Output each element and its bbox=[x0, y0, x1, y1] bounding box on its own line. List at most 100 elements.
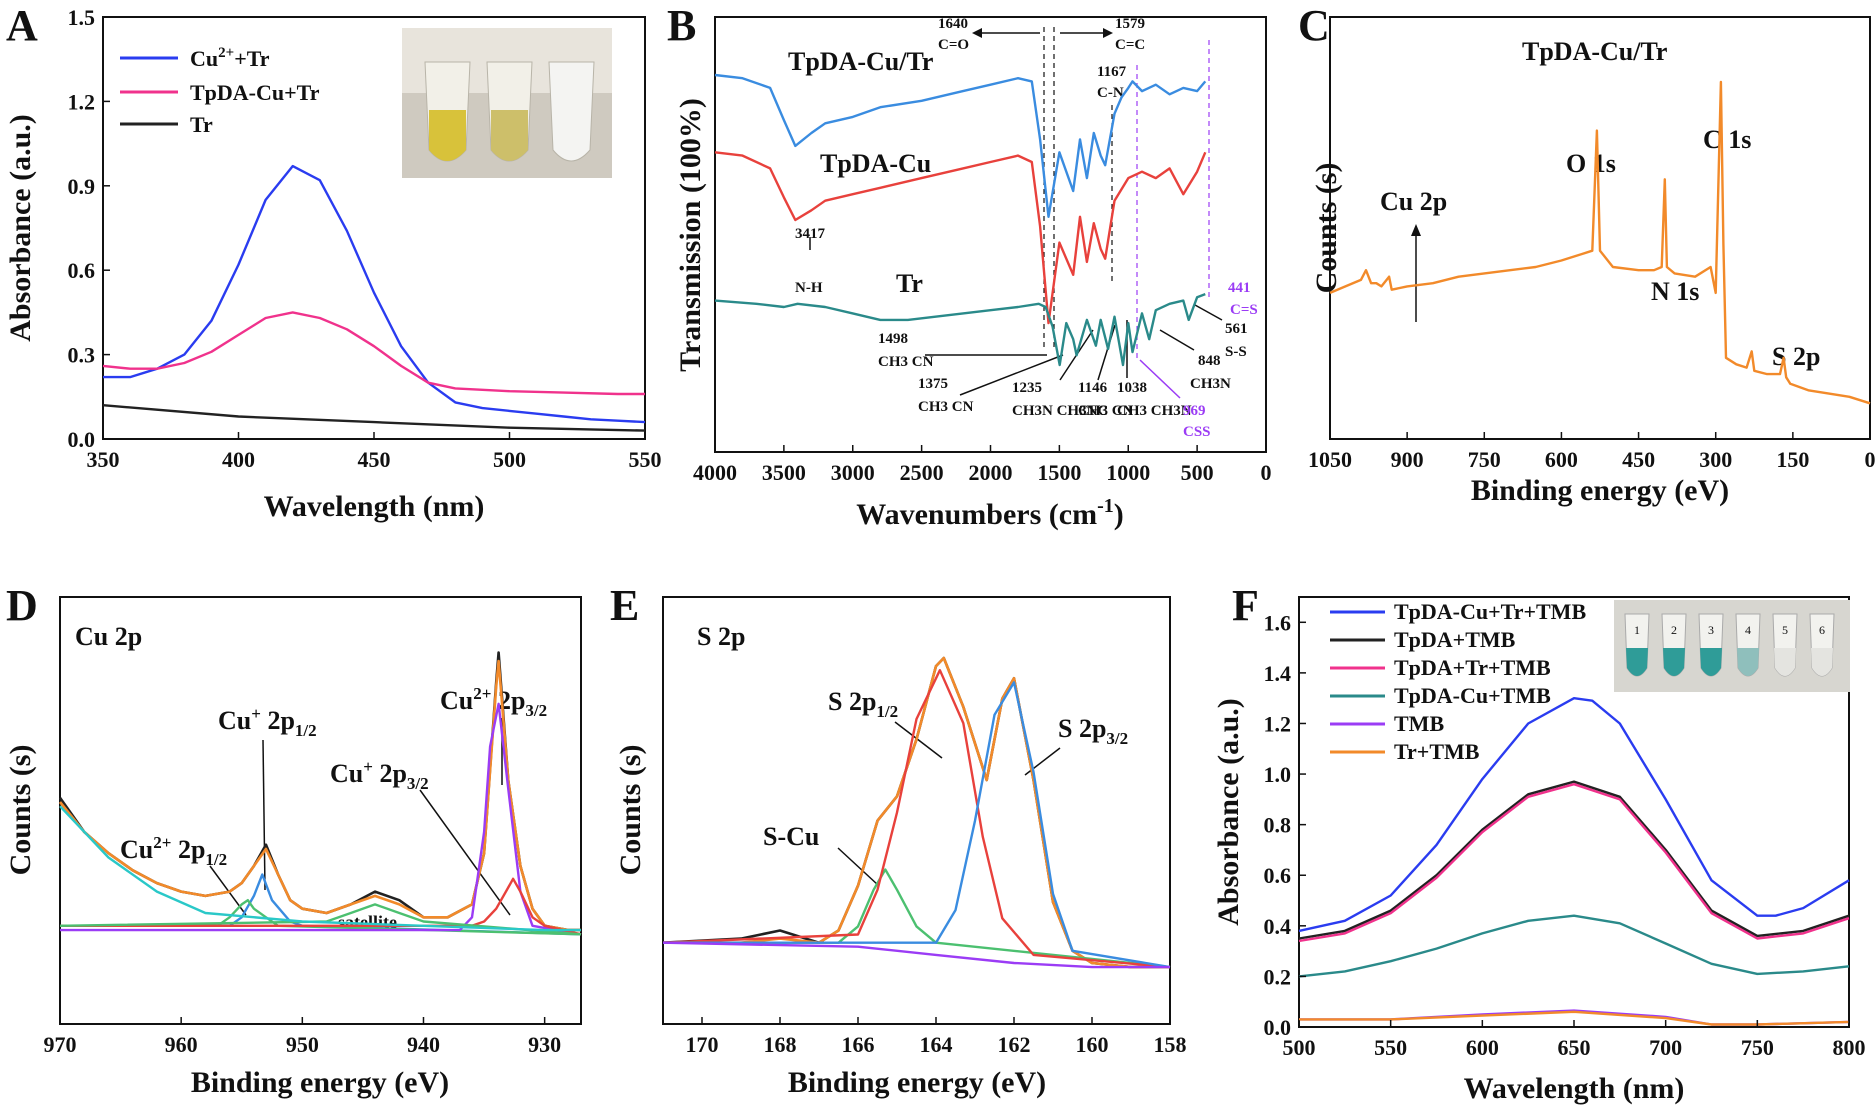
legend-f-label-0: TpDA-Cu+Tr+TMB bbox=[1394, 599, 1586, 624]
xtick-label-c-5: 300 bbox=[1699, 447, 1732, 472]
peak-c-cu2p-arrowhead bbox=[1411, 224, 1421, 236]
xtick-label-f-2: 600 bbox=[1466, 1035, 1499, 1060]
legend-f-label-3: TpDA-Cu+TMB bbox=[1394, 683, 1551, 708]
series-e-s-cu bbox=[663, 868, 1171, 969]
ann-b-1146-arrow bbox=[1097, 324, 1116, 381]
panel-c-title: TpDA-Cu/Tr bbox=[1522, 37, 1667, 66]
inset-f-vial-label-4: 4 bbox=[1745, 623, 1751, 637]
series-d-background bbox=[59, 805, 581, 932]
label-b-tpda-cu: TpDA-Cu bbox=[820, 149, 931, 178]
panel-d-xlabel: Binding energy (eV) bbox=[191, 1066, 449, 1099]
series-e-s-2p3-2 bbox=[663, 681, 1171, 969]
peak-d-cu2p12-plus: Cu+ 2p1/2 bbox=[218, 704, 317, 740]
peak-d-3-base: Cu bbox=[330, 759, 363, 788]
xtick-label-d-1: 960 bbox=[165, 1032, 198, 1057]
ann-b-1167: 1167 bbox=[1097, 64, 1127, 80]
ytick-label-f-3: 0.6 bbox=[1264, 863, 1292, 888]
ann-b-1498: 1498 bbox=[878, 331, 908, 347]
ytick-label-f-2: 0.4 bbox=[1264, 914, 1292, 939]
peak-d-cu2p32-2plus: Cu2+ 2p3/2 bbox=[440, 684, 547, 720]
inset-a-liquid-1 bbox=[429, 110, 466, 161]
xtick-label-b-6: 1000 bbox=[1106, 460, 1150, 485]
ann-b-441: 441 bbox=[1228, 280, 1251, 296]
panel-c-xlabel: Binding energy (eV) bbox=[1471, 474, 1729, 507]
ann-b-848-group: CH3N bbox=[1190, 376, 1231, 392]
inset-f-vial-label-6: 6 bbox=[1819, 623, 1825, 637]
peak-d-3-sub: 3/2 bbox=[407, 774, 429, 793]
panel-letter-a: A bbox=[6, 1, 38, 50]
panel-letter-c: C bbox=[1298, 1, 1330, 50]
panel-e-frame bbox=[662, 596, 1171, 1025]
peak-e-scu: S-Cu bbox=[763, 822, 819, 851]
ann-b-561-arrow bbox=[1194, 304, 1223, 321]
series-f-tpda-tmb bbox=[1298, 780, 1850, 940]
panel-b-ylabel: Transmission (100%) bbox=[674, 98, 707, 372]
peak-e-0-base: S 2p bbox=[828, 687, 876, 716]
peak-e-1-sub: 3/2 bbox=[1106, 729, 1128, 748]
xtick-label-b-3: 2500 bbox=[900, 460, 944, 485]
panel-a-xlabel: Wavelength (nm) bbox=[264, 490, 485, 523]
peak-d-2-sub: 3/2 bbox=[525, 701, 547, 720]
xtick-label-b-8: 0 bbox=[1261, 460, 1272, 485]
panel-e-annotations: S 2p1/2 S 2p3/2 S-Cu bbox=[763, 687, 1128, 886]
ann-b-3417-group: N-H bbox=[795, 280, 823, 296]
peak-d-3-mid: 2p bbox=[373, 759, 407, 788]
ann-b-1146-group: CH3 CN bbox=[1078, 403, 1134, 419]
panel-c-ylabel: Counts (s) bbox=[1310, 163, 1343, 294]
xtick-label-f-5: 750 bbox=[1741, 1035, 1774, 1060]
series-c-survey bbox=[1329, 80, 1871, 405]
ann-b-1640: 1640 bbox=[938, 16, 968, 32]
legend-a-label-2: Tr bbox=[190, 112, 213, 137]
series-b-tr bbox=[714, 292, 1206, 367]
inset-f-liquid-3 bbox=[1700, 648, 1722, 676]
panel-e-xlabel: Binding energy (eV) bbox=[788, 1066, 1046, 1099]
peak-d-1-sub: 1/2 bbox=[295, 721, 317, 740]
panel-letter-d: D bbox=[6, 581, 38, 630]
peak-c-n1s: N 1s bbox=[1651, 277, 1699, 306]
xtick-label-d-2: 950 bbox=[286, 1032, 319, 1057]
xtick-label-b-7: 500 bbox=[1181, 460, 1214, 485]
xtick-label-f-4: 700 bbox=[1649, 1035, 1682, 1060]
xtick-label-d-0: 970 bbox=[44, 1032, 77, 1057]
ytick-label-f-7: 1.4 bbox=[1264, 661, 1292, 686]
legend-a-label-0: Cu2++Tr bbox=[190, 45, 270, 71]
inset-f-liquid-6 bbox=[1811, 648, 1833, 676]
panel-b-xlabel-main: Wavenumbers (cm bbox=[856, 498, 1097, 531]
xtick-label-f-1: 550 bbox=[1374, 1035, 1407, 1060]
legend-a-label-0-sup: 2+ bbox=[218, 45, 234, 61]
peak-d-cu2p32-plus: Cu+ 2p3/2 bbox=[330, 757, 429, 793]
peak-c-s2p: S 2p bbox=[1772, 342, 1820, 371]
peak-d-1-sup: + bbox=[251, 704, 261, 723]
panel-a-inset-photo bbox=[402, 28, 612, 178]
series-e-raw bbox=[662, 656, 1170, 969]
ytick-label-f-1: 0.2 bbox=[1264, 964, 1292, 989]
xtick-label-e-2: 166 bbox=[842, 1032, 875, 1057]
panel-letter-e: E bbox=[610, 581, 639, 630]
ann-b-1579: 1579 bbox=[1115, 16, 1145, 32]
series-f-tpda-cu-tmb bbox=[1298, 914, 1850, 978]
ann-b-561: 561 bbox=[1225, 321, 1248, 337]
ann-b-1146: 1146 bbox=[1078, 380, 1108, 396]
panel-f-xlabel: Wavelength (nm) bbox=[1464, 1072, 1685, 1105]
xtick-label-b-5: 1500 bbox=[1037, 460, 1081, 485]
series-d-cu-2p3-2 bbox=[60, 702, 582, 936]
xtick-label-b-1: 3500 bbox=[762, 460, 806, 485]
ytick-label-f-4: 0.8 bbox=[1264, 813, 1292, 838]
series-f-tpda-cu-tr-tmb bbox=[1298, 697, 1850, 933]
ytick-label-a-2: 0.6 bbox=[68, 258, 96, 283]
ytick-label-f-5: 1.0 bbox=[1264, 762, 1292, 787]
inset-f-liquid-5 bbox=[1774, 648, 1796, 676]
peak-d-1-base: Cu bbox=[218, 706, 251, 735]
series-b-tpda-cu-tr bbox=[714, 73, 1207, 219]
panel-f-legend: TpDA-Cu+Tr+TMB TpDA+TMB TpDA+Tr+TMB TpDA-Cu… bbox=[1330, 599, 1586, 764]
xtick-label-c-2: 750 bbox=[1468, 447, 1501, 472]
ann-b-1235-group: CH3N CH3NC bbox=[1012, 403, 1108, 419]
peak-d-3-leader bbox=[419, 789, 511, 916]
ann-b-848-arrow bbox=[1159, 329, 1195, 351]
peak-d-2-sup: 2+ bbox=[473, 684, 491, 703]
xtick-label-a-1: 400 bbox=[222, 447, 255, 472]
xtick-label-b-2: 3000 bbox=[831, 460, 875, 485]
series-a-cu2-tr bbox=[103, 164, 646, 424]
peak-d-0-sup: 2+ bbox=[153, 833, 171, 852]
peak-e-0-sub: 1/2 bbox=[876, 702, 898, 721]
